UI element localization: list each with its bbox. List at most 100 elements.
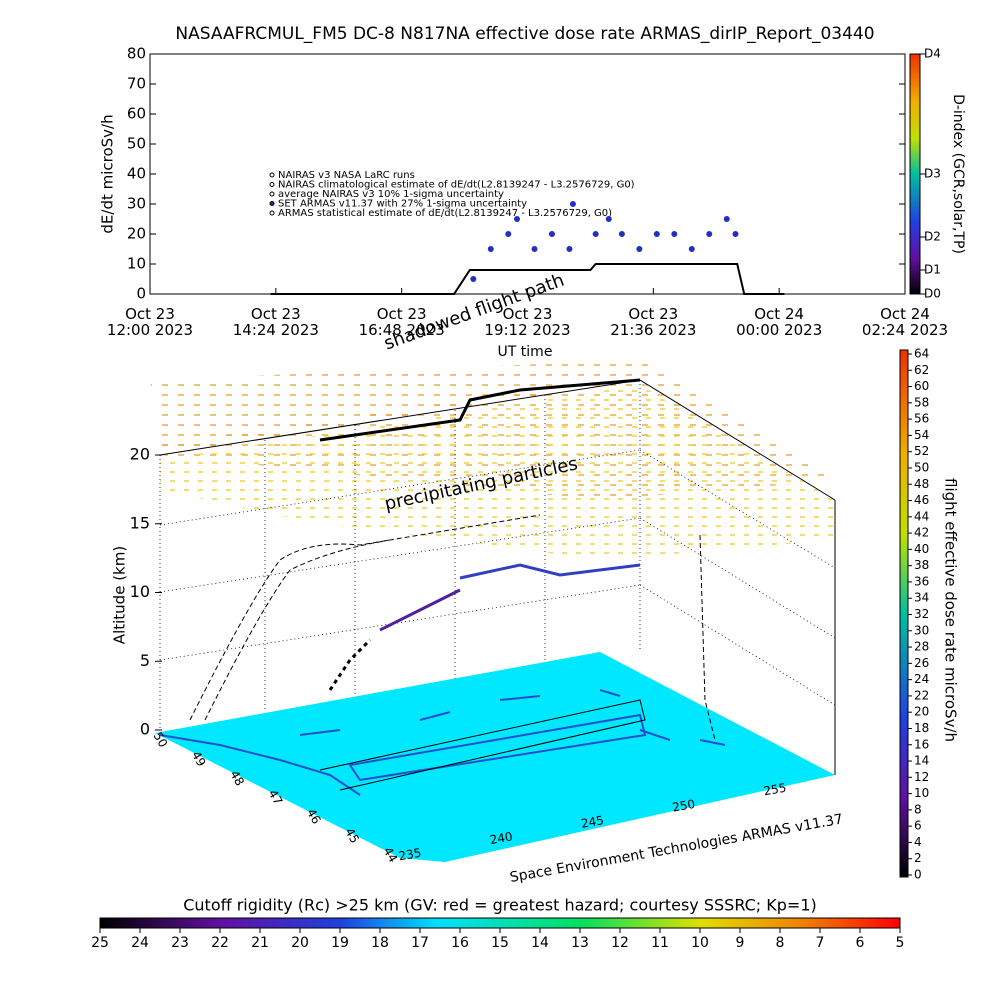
plot-frame bbox=[149, 53, 906, 295]
colorbar-tick-label: 0 bbox=[914, 868, 922, 882]
colorbar-tick-label: 38 bbox=[914, 558, 929, 572]
x-tick-label: Oct 24 02:24 2023 bbox=[861, 305, 949, 339]
y-tick-label: 20 bbox=[127, 225, 146, 243]
rc-tick-label: 5 bbox=[896, 935, 905, 951]
y-tick-label: 60 bbox=[127, 105, 146, 123]
y-tick-label: 40 bbox=[127, 165, 146, 183]
flight-path-shadow bbox=[189, 378, 716, 791]
rc-tick-label: 12 bbox=[611, 935, 629, 951]
data-point bbox=[470, 276, 477, 282]
colorbar-tick-label: 26 bbox=[914, 656, 929, 670]
legend-symbol bbox=[269, 182, 275, 187]
y-tick-label: 50 bbox=[127, 135, 146, 153]
data-point bbox=[505, 231, 512, 237]
colorbar-tick-label: 34 bbox=[914, 591, 929, 605]
data-point bbox=[592, 231, 599, 237]
legend-entry: ARMAS statistical estimate of dE/dt(L2.8… bbox=[278, 208, 612, 219]
colorbar-tick-label: 64 bbox=[914, 347, 929, 361]
particle-field bbox=[160, 385, 835, 560]
lat-tick-label: 49 bbox=[189, 749, 209, 769]
flight-path bbox=[328, 563, 641, 691]
colorbar-tick-label: 22 bbox=[914, 688, 929, 702]
rc-tick-label: 16 bbox=[451, 935, 469, 951]
data-point bbox=[487, 246, 494, 252]
legend-symbol bbox=[269, 172, 275, 178]
lat-tick-label: 50 bbox=[151, 730, 171, 750]
z-axis-label: Altitude (km) bbox=[111, 546, 129, 644]
colorbar-tick-label: D0 bbox=[924, 287, 941, 301]
x-tick-label: Oct 23 21:36 2023 bbox=[610, 305, 697, 339]
rc-tick-label: 18 bbox=[371, 935, 389, 951]
legend-entry: SET ARMAS v11.37 with 27% 1-sigma uncert… bbox=[278, 199, 527, 210]
y-tick-label: 0 bbox=[136, 285, 146, 303]
back-grid bbox=[159, 380, 836, 775]
colorbar-tick-label: 44 bbox=[914, 509, 929, 523]
rc-tick-label: 24 bbox=[131, 935, 149, 951]
colorbar-tick-label: 50 bbox=[914, 460, 929, 474]
y-tick-label: 30 bbox=[127, 195, 146, 213]
colorbar-tick-label: 30 bbox=[914, 623, 929, 637]
colorbar-tick-label: 42 bbox=[914, 526, 929, 540]
rc-tick-label: 19 bbox=[331, 935, 349, 951]
colorbar bbox=[899, 349, 909, 878]
rc-colorbar bbox=[99, 917, 901, 929]
colorbar-tick-label: 2 bbox=[914, 851, 922, 865]
z-tick-label: 10 bbox=[130, 582, 150, 601]
data-point bbox=[671, 231, 678, 237]
colorbar-tick-label: 32 bbox=[914, 607, 929, 621]
colorbar-tick-label: D2 bbox=[924, 230, 941, 244]
colorbar-tick-label: 62 bbox=[914, 363, 929, 377]
x-tick-label: Oct 23 14:24 2023 bbox=[232, 305, 319, 339]
colorbar-tick-label: 24 bbox=[914, 672, 929, 686]
rc-tick-label: 9 bbox=[736, 935, 745, 951]
rc-tick-label: 20 bbox=[291, 935, 309, 951]
box-edge bbox=[159, 379, 641, 456]
rc-tick-label: 22 bbox=[211, 935, 229, 951]
data-point bbox=[605, 216, 612, 222]
colorbar-tick-label: 36 bbox=[914, 574, 929, 588]
data-point bbox=[636, 246, 643, 252]
colorbar-tick-label: 48 bbox=[914, 477, 929, 491]
colorbar-tick-label: 16 bbox=[914, 737, 929, 751]
legend-entry: NAIRAS v3 NASA LaRC runs bbox=[278, 170, 415, 181]
z-tick-label: 5 bbox=[140, 651, 150, 670]
data-point bbox=[514, 216, 521, 222]
x-tick-label: Oct 23 16:48 2023 bbox=[358, 305, 445, 339]
x-tick-label: Oct 23 12:00 2023 bbox=[106, 305, 194, 339]
lon-tick-label: 255 bbox=[762, 781, 787, 799]
colorbar-tick-label: 12 bbox=[914, 770, 929, 784]
colorbar-tick-label: 56 bbox=[914, 412, 929, 426]
rc-tick-label: 14 bbox=[531, 935, 549, 951]
legend-symbol bbox=[269, 210, 275, 216]
colorbar-tick-label: 40 bbox=[914, 542, 929, 556]
z-tick-label: 15 bbox=[130, 513, 150, 532]
lat-tick-label: 44 bbox=[381, 845, 401, 865]
data-point bbox=[566, 246, 573, 252]
chart-title: NASAAFRCMUL_FM5 DC-8 N817NA effective do… bbox=[175, 24, 874, 44]
colorbar-tick-label: 18 bbox=[914, 721, 929, 735]
rigidity-contours bbox=[159, 689, 726, 796]
rc-tick-label: 21 bbox=[251, 935, 269, 951]
colorbar-tick-label: 60 bbox=[914, 379, 929, 393]
data-point bbox=[618, 231, 625, 237]
data-point bbox=[531, 246, 538, 252]
x-tick-label: Oct 23 19:12 2023 bbox=[484, 305, 571, 339]
y-tick-label: 80 bbox=[127, 45, 146, 63]
data-point bbox=[723, 216, 730, 222]
lat-tick-label: 45 bbox=[342, 825, 362, 845]
lon-tick-label: 235 bbox=[397, 846, 422, 864]
colorbar-tick-label: 6 bbox=[914, 819, 922, 833]
x-tick-label: Oct 24 00:00 2023 bbox=[736, 305, 823, 339]
data-point bbox=[732, 231, 739, 237]
lat-tick-label: 46 bbox=[304, 806, 324, 826]
rc-tick-label: 6 bbox=[856, 935, 865, 951]
colorbar-tick-label: 28 bbox=[914, 640, 929, 654]
rc-label: Cutoff rigidity (Rc) >25 km (GV: red = g… bbox=[183, 896, 817, 915]
lon-tick-label: 240 bbox=[489, 829, 514, 847]
colorbar-label: D-index (GCR,solar,TP) bbox=[950, 94, 966, 254]
rc-tick-label: 17 bbox=[411, 935, 429, 951]
colorbar-tick-label: 8 bbox=[914, 802, 922, 816]
data-point bbox=[706, 231, 713, 237]
colorbar bbox=[909, 53, 921, 295]
